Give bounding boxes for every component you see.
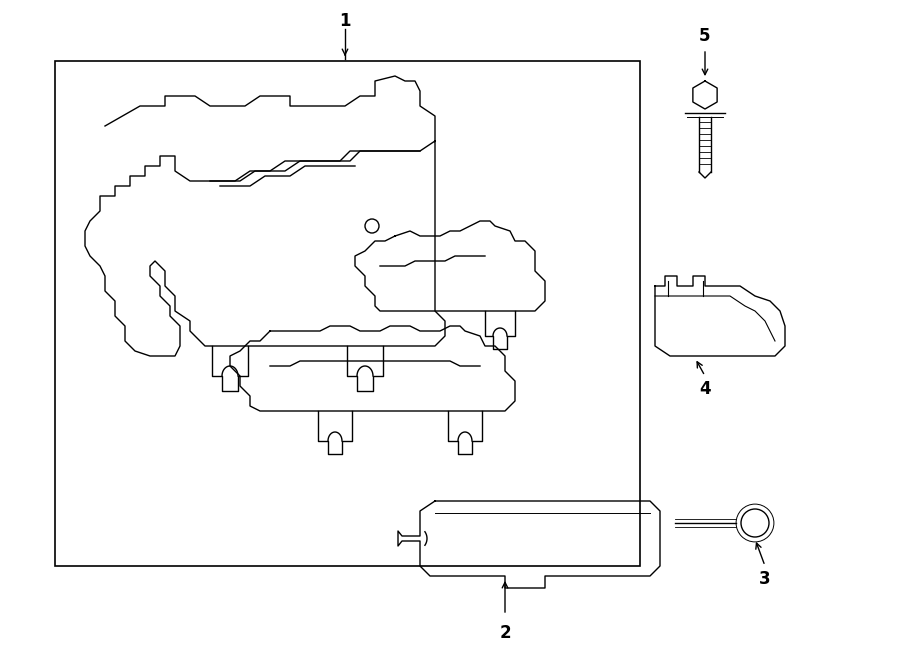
Text: 1: 1 [339, 12, 351, 30]
Text: 3: 3 [760, 570, 770, 588]
Text: 5: 5 [699, 27, 711, 45]
Text: 2: 2 [500, 624, 511, 642]
Text: 4: 4 [699, 380, 711, 398]
Bar [55, 61, 640, 566]
